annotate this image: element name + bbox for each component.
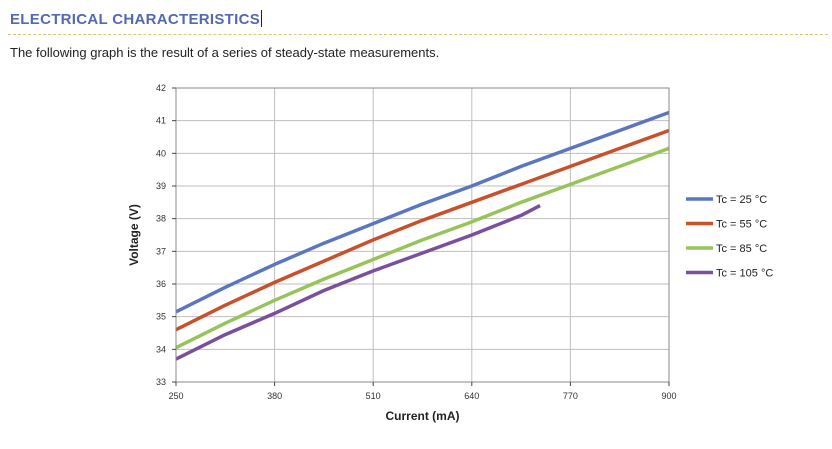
x-tick-label: 900 bbox=[661, 391, 676, 401]
section-header: ELECTRICAL CHARACTERISTICS bbox=[8, 8, 828, 35]
plot-area-border bbox=[175, 87, 670, 383]
y-tick-label: 40 bbox=[156, 148, 166, 158]
chart-legend: Tc = 25 °C Tc = 55 °C Tc = 85 °C Tc = 105 °… bbox=[686, 194, 773, 280]
y-tick-label: 37 bbox=[156, 246, 166, 256]
legend-entry: Tc = 85 °C bbox=[716, 243, 767, 255]
y-tick-label: 34 bbox=[156, 344, 166, 354]
legend-entry: Tc = 25 °C bbox=[716, 194, 767, 206]
section-heading: ELECTRICAL CHARACTERISTICS bbox=[10, 10, 263, 28]
legend-entry: Tc = 55 °C bbox=[716, 219, 767, 231]
x-tick-label: 250 bbox=[168, 391, 183, 401]
series-line bbox=[175, 204, 541, 361]
section-heading-text: ELECTRICAL CHARACTERISTICS bbox=[10, 11, 261, 28]
y-tick-label: 38 bbox=[156, 214, 166, 224]
y-tick-label: 39 bbox=[156, 181, 166, 191]
x-tick-label: 380 bbox=[267, 391, 282, 401]
series-line bbox=[175, 128, 670, 332]
x-axis-label: Current (mA) bbox=[386, 409, 460, 423]
x-tick-label: 770 bbox=[563, 391, 578, 401]
chart-series bbox=[175, 110, 670, 361]
series-line bbox=[175, 110, 670, 314]
y-axis-label: Voltage (V) bbox=[127, 204, 141, 266]
x-tick-label: 640 bbox=[464, 391, 479, 401]
x-tick-label: 510 bbox=[366, 391, 381, 401]
y-tick-label: 42 bbox=[156, 83, 166, 93]
chart-frame bbox=[175, 87, 670, 383]
chart-grid bbox=[175, 87, 670, 383]
y-tick-label: 35 bbox=[156, 312, 166, 322]
y-tick-label: 33 bbox=[156, 377, 166, 387]
intro-text: The following graph is the result of a s… bbox=[10, 45, 440, 60]
series-line bbox=[175, 146, 670, 350]
y-tick-label: 41 bbox=[156, 116, 166, 126]
legend-entry: Tc = 105 °C bbox=[716, 268, 773, 280]
text-caret bbox=[261, 10, 263, 27]
chart-ticks: 33 34 35 36 37 38 39 40 41 42 250 380 510 640 770 900 bbox=[156, 83, 677, 401]
y-tick-label: 36 bbox=[156, 279, 166, 289]
